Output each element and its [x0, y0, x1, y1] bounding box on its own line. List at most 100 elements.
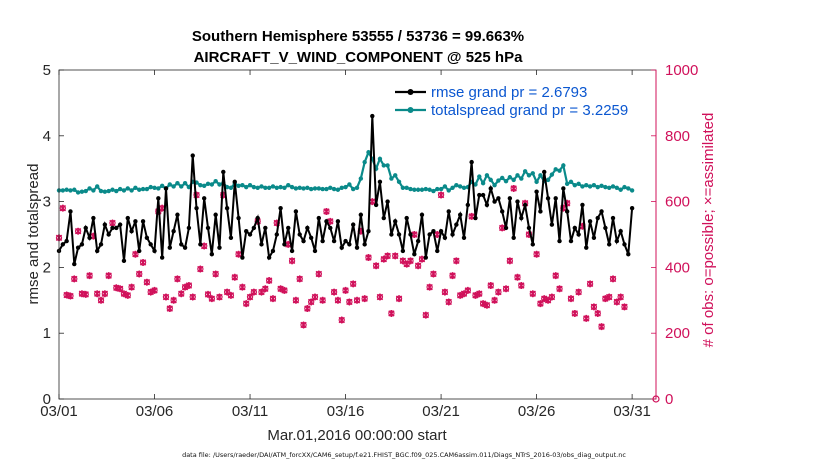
rmse-point: [603, 225, 608, 231]
rmse-point: [228, 235, 234, 240]
totalspread-point: [209, 182, 215, 187]
totalspread-point: [610, 184, 616, 189]
rmse-point: [148, 242, 153, 247]
totalspread-point: [347, 182, 352, 187]
totalspread-point: [389, 176, 394, 181]
totalspread-point: [561, 163, 566, 168]
totalspread-point: [133, 185, 138, 190]
totalspread-point: [102, 189, 108, 194]
rmse-point: [194, 205, 199, 211]
totalspread-point: [400, 185, 406, 190]
totalspread-point: [152, 185, 157, 190]
rmse-point: [496, 196, 501, 201]
y-tick-label: 3: [43, 194, 51, 211]
rmse-point: [255, 215, 260, 221]
totalspread-point: [473, 182, 478, 187]
obs-assimilated-point: [533, 250, 540, 258]
rmse-point: [186, 225, 192, 231]
totalspread-point: [259, 184, 264, 189]
obs-assimilated-point: [246, 293, 254, 301]
totalspread-point: [526, 173, 532, 178]
obs-assimilated-point: [235, 250, 242, 258]
obs-assimilated-point: [537, 300, 544, 308]
chart-title-line1: Southern Hemisphere 53555 / 53736 = 99.6…: [192, 28, 524, 45]
legend-spread-label: totalspread grand pr = 3.2259: [431, 102, 628, 119]
rmse-point: [415, 238, 421, 244]
obs-assimilated-point: [353, 296, 361, 304]
rmse-point: [568, 238, 574, 244]
rmse-point: [591, 235, 597, 240]
totalspread-point: [419, 187, 425, 192]
totalspread-point: [564, 181, 570, 187]
rmse-point: [244, 229, 249, 234]
obs-assimilated-point: [346, 298, 353, 306]
rmse-point: [622, 242, 627, 247]
obs-assimilated-point: [483, 301, 491, 309]
rmse-point: [140, 219, 146, 224]
data-file-footnote: data file: /Users/raeder/DAI/ATM_forcXX/…: [182, 451, 626, 459]
legend-rmse-label: rmse grand pr = 2.6793: [431, 84, 587, 101]
totalspread-point: [404, 185, 409, 190]
rmse-point: [522, 202, 528, 208]
totalspread-point: [236, 183, 241, 189]
rmse-point: [75, 245, 81, 250]
rmse-point: [72, 261, 77, 267]
rmse-point: [366, 229, 371, 234]
totalspread-point: [385, 163, 390, 168]
x-axis-label: Mar.01,2016 00:00:00 start: [267, 427, 447, 444]
obs-assimilated-point: [422, 311, 429, 319]
totalspread-point: [110, 187, 115, 192]
rmse-point: [144, 235, 150, 240]
y2-tick-label: 800: [665, 128, 690, 145]
rmse-point: [98, 242, 104, 247]
rmse-point: [152, 248, 157, 254]
rmse-point: [213, 212, 218, 217]
obs-assimilated-point: [514, 273, 521, 281]
x-tick-label: 03/16: [327, 403, 365, 420]
totalspread-point: [156, 186, 161, 191]
totalspread-point: [507, 175, 513, 180]
totalspread-point: [91, 188, 96, 193]
x-tick-label: 03/11: [232, 403, 268, 420]
rmse-point: [312, 248, 318, 254]
obs-assimilated-point: [197, 265, 204, 273]
obs-assimilated-point: [617, 293, 624, 301]
rmse-point: [274, 232, 279, 237]
totalspread-point: [519, 176, 524, 181]
rmse-point: [68, 209, 73, 214]
rmse-point: [442, 235, 448, 240]
totalspread-point: [584, 182, 589, 188]
rmse-point: [549, 222, 555, 227]
obs-assimilated-point: [269, 295, 277, 303]
rmse-point: [201, 196, 207, 201]
totalspread-point: [351, 186, 356, 192]
totalspread-point: [148, 184, 153, 190]
obs-assimilated-point: [426, 283, 433, 291]
rmse-point: [335, 219, 341, 224]
chart-title-line2: AIRCRAFT_V_WIND_COMPONENT @ 525 hPa: [194, 49, 524, 66]
obs-assimilated-point: [128, 283, 135, 291]
totalspread-point: [366, 150, 371, 155]
obs-assimilated-point: [330, 288, 338, 296]
rmse-point: [606, 242, 612, 247]
rmse-point: [87, 235, 92, 240]
obs-assimilated-point: [506, 257, 514, 265]
rmse-point: [339, 245, 344, 250]
totalspread-point: [244, 184, 249, 190]
totalspread-point: [228, 185, 234, 190]
totalspread-point: [496, 178, 501, 183]
obs-assimilated-point: [120, 290, 128, 298]
x-tick-label: 03/06: [136, 403, 174, 420]
totalspread-point: [511, 177, 516, 183]
totalspread-point: [488, 177, 493, 183]
totalspread-point: [255, 185, 260, 190]
obs-assimilated-point: [586, 280, 594, 288]
rmse-point: [175, 212, 180, 217]
obs-assimilated-point: [132, 250, 139, 258]
rmse-point: [572, 225, 578, 231]
obs-assimilated-point: [174, 275, 181, 283]
obs-assimilated-point: [319, 296, 326, 304]
totalspread-point: [381, 163, 386, 168]
obs-assimilated-point: [139, 258, 147, 266]
rmse-point: [121, 258, 127, 264]
